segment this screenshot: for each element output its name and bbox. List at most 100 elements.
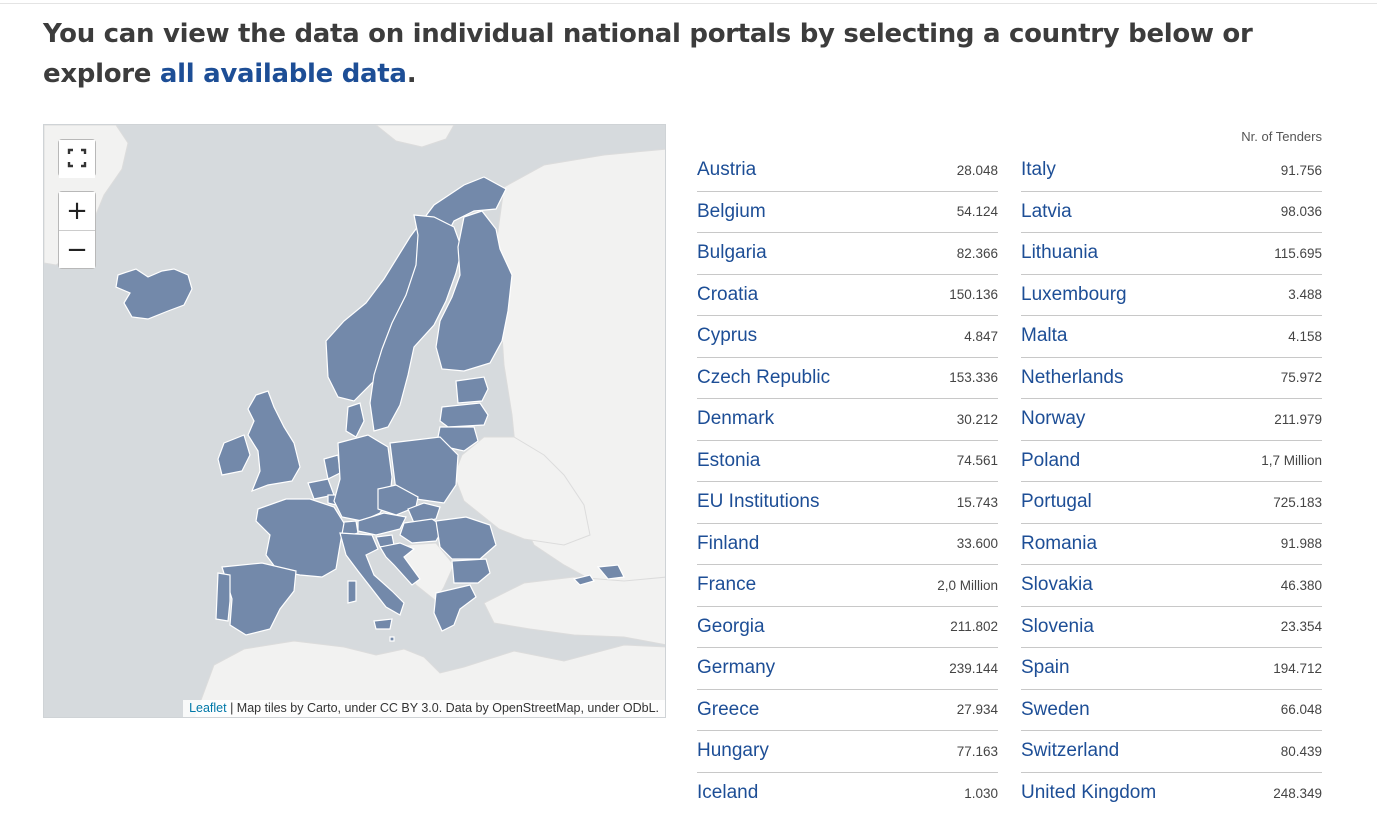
- country-name-link[interactable]: Sweden: [1021, 699, 1090, 721]
- country-name-link[interactable]: United Kingdom: [1021, 782, 1156, 804]
- country-row[interactable]: Czech Republic 153.336: [697, 358, 998, 400]
- country-row[interactable]: Greece 27.934: [697, 690, 998, 732]
- tender-count: 150.136: [949, 287, 998, 302]
- country-row[interactable]: Croatia 150.136: [697, 275, 998, 317]
- country-name-link[interactable]: Austria: [697, 159, 756, 181]
- country-malta[interactable]: [390, 637, 394, 641]
- zoom-in-button[interactable]: +: [59, 192, 95, 230]
- headline-end: .: [407, 59, 417, 89]
- leaflet-link[interactable]: Leaflet: [189, 701, 227, 715]
- country-romania[interactable]: [436, 517, 496, 559]
- land-turkey-middle-east: [484, 577, 666, 645]
- country-name-link[interactable]: Netherlands: [1021, 367, 1123, 389]
- country-portugal[interactable]: [216, 573, 230, 621]
- zoom-out-button[interactable]: −: [59, 230, 95, 268]
- tender-count: 194.712: [1273, 661, 1322, 676]
- country-name-link[interactable]: Czech Republic: [697, 367, 830, 389]
- country-estonia[interactable]: [456, 377, 488, 403]
- country-name-link[interactable]: France: [697, 574, 756, 596]
- country-name-link[interactable]: Poland: [1021, 450, 1080, 472]
- country-name-link[interactable]: Estonia: [697, 450, 760, 472]
- tender-count: 91.756: [1281, 163, 1322, 178]
- country-name-link[interactable]: Latvia: [1021, 201, 1072, 223]
- country-name-link[interactable]: Germany: [697, 657, 775, 679]
- country-name-link[interactable]: Malta: [1021, 325, 1067, 347]
- country-row[interactable]: Spain 194.712: [1021, 648, 1322, 690]
- tender-count: 725.183: [1273, 495, 1322, 510]
- country-row[interactable]: Portugal 725.183: [1021, 482, 1322, 524]
- country-denmark[interactable]: [346, 403, 364, 437]
- country-name-link[interactable]: Bulgaria: [697, 242, 767, 264]
- country-name-link[interactable]: Cyprus: [697, 325, 757, 347]
- country-name-link[interactable]: Belgium: [697, 201, 766, 223]
- country-name-link[interactable]: Luxembourg: [1021, 284, 1127, 306]
- country-name-link[interactable]: Norway: [1021, 408, 1085, 430]
- fullscreen-button[interactable]: [59, 140, 95, 178]
- country-bulgaria[interactable]: [452, 559, 490, 583]
- country-name-link[interactable]: Spain: [1021, 657, 1070, 679]
- country-greece[interactable]: [434, 585, 476, 631]
- country-name-link[interactable]: Denmark: [697, 408, 774, 430]
- country-spain[interactable]: [222, 563, 296, 635]
- country-uk[interactable]: [248, 391, 300, 491]
- tender-count: 28.048: [957, 163, 998, 178]
- country-iceland[interactable]: [116, 269, 192, 319]
- country-name-link[interactable]: Iceland: [697, 782, 758, 804]
- country-name-link[interactable]: EU Institutions: [697, 491, 820, 513]
- country-name-link[interactable]: Finland: [697, 533, 759, 555]
- country-name-link[interactable]: Switzerland: [1021, 740, 1119, 762]
- tender-count: 153.336: [949, 370, 998, 385]
- country-name-link[interactable]: Slovenia: [1021, 616, 1094, 638]
- country-latvia[interactable]: [440, 403, 488, 427]
- tender-count: 27.934: [957, 702, 998, 717]
- country-name-link[interactable]: Georgia: [697, 616, 765, 638]
- country-netherlands[interactable]: [324, 455, 340, 479]
- country-row[interactable]: Austria 28.048: [697, 150, 998, 192]
- europe-map[interactable]: + − Leaflet | Map tiles by Carto, under …: [43, 124, 666, 718]
- country-name-link[interactable]: Portugal: [1021, 491, 1092, 513]
- land-svalbard: [376, 125, 454, 147]
- zoom-control: + −: [58, 191, 96, 269]
- country-name-link[interactable]: Lithuania: [1021, 242, 1098, 264]
- tender-count: 54.124: [957, 204, 998, 219]
- country-ireland[interactable]: [218, 435, 250, 475]
- map-canvas[interactable]: [44, 125, 666, 718]
- country-row[interactable]: Belgium 54.124: [697, 192, 998, 234]
- country-name-link[interactable]: Romania: [1021, 533, 1097, 555]
- country-name-link[interactable]: Greece: [697, 699, 759, 721]
- country-sardinia[interactable]: [348, 581, 356, 603]
- country-name-link[interactable]: Hungary: [697, 740, 769, 762]
- country-name-link[interactable]: Slovakia: [1021, 574, 1093, 596]
- country-sicily[interactable]: [374, 619, 392, 629]
- country-row[interactable]: Switzerland 80.439: [1021, 731, 1322, 773]
- country-name-link[interactable]: Italy: [1021, 159, 1056, 181]
- country-row[interactable]: Romania 91.988: [1021, 524, 1322, 566]
- tender-count: 91.988: [1281, 536, 1322, 551]
- country-row[interactable]: Italy 91.756: [1021, 150, 1322, 192]
- tender-count: 80.439: [1281, 744, 1322, 759]
- country-name-link[interactable]: Croatia: [697, 284, 758, 306]
- all-data-link[interactable]: all available data: [160, 59, 407, 89]
